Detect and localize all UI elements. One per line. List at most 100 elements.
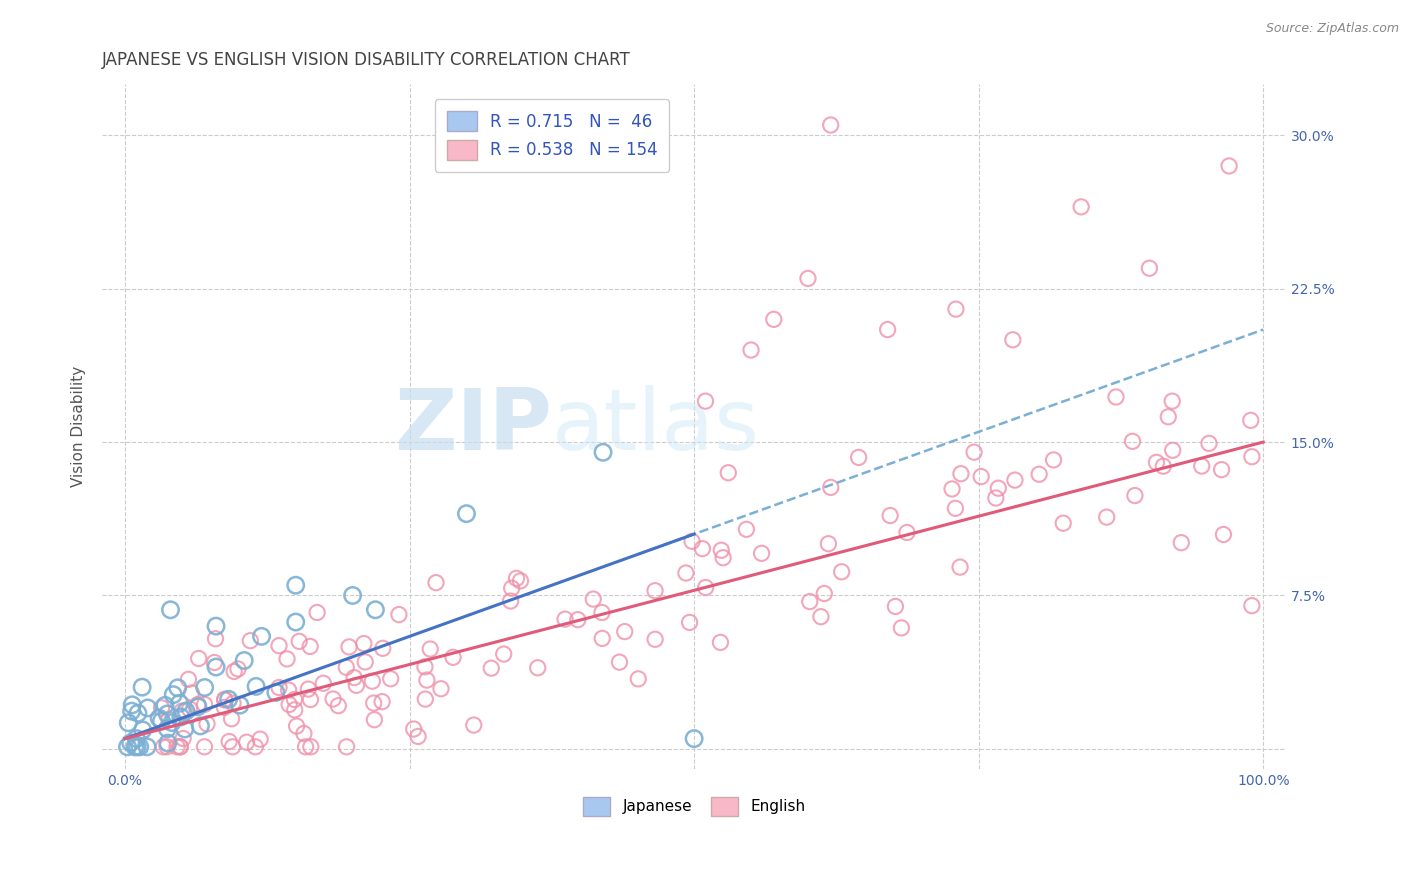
Point (250, 629, 273, 643)
Point (294, 739, 316, 754)
Point (567, 613, 589, 627)
Point (945, 302, 967, 317)
Point (717, 466, 740, 480)
Point (233, 653, 256, 667)
Point (945, 501, 967, 516)
Point (509, 574, 531, 588)
Point (307, 606, 329, 620)
Point (526, 661, 548, 675)
Point (1161, 394, 1184, 409)
Point (194, 698, 217, 712)
Legend: Japanese, English: Japanese, English (575, 789, 813, 823)
Point (681, 534, 703, 549)
Point (221, 739, 243, 754)
Point (970, 469, 993, 483)
Point (150, 701, 173, 715)
Point (627, 672, 650, 686)
Point (406, 730, 429, 744)
Point (127, 739, 149, 754)
Point (1070, 200, 1092, 214)
Point (128, 739, 150, 754)
Point (1191, 458, 1213, 473)
Point (371, 641, 394, 656)
Point (388, 607, 411, 622)
Point (204, 632, 226, 646)
Point (264, 685, 287, 699)
Text: atlas: atlas (553, 385, 761, 468)
Point (1212, 527, 1234, 541)
Point (218, 734, 240, 748)
Point (419, 642, 441, 657)
Point (876, 322, 898, 336)
Point (179, 702, 201, 716)
Point (277, 683, 299, 698)
Point (276, 652, 298, 666)
Point (363, 696, 385, 710)
Point (292, 726, 315, 740)
Point (1240, 599, 1263, 613)
Point (949, 467, 972, 481)
Point (169, 739, 191, 754)
Point (1042, 453, 1064, 467)
Point (267, 681, 290, 695)
Point (591, 606, 613, 620)
Point (1157, 409, 1180, 424)
Point (1095, 510, 1118, 524)
Point (740, 343, 762, 357)
Point (441, 650, 464, 665)
Point (1052, 516, 1074, 531)
Y-axis label: Vision Disability: Vision Disability (72, 366, 86, 487)
Point (169, 739, 191, 754)
Point (591, 632, 613, 646)
Point (797, 271, 820, 285)
Point (592, 445, 614, 459)
Point (896, 525, 918, 540)
Point (695, 581, 717, 595)
Point (221, 712, 243, 726)
Point (159, 603, 181, 617)
Point (120, 736, 142, 750)
Point (235, 735, 257, 749)
Point (299, 739, 322, 754)
Text: Source: ZipAtlas.com: Source: ZipAtlas.com (1265, 22, 1399, 36)
Point (848, 450, 870, 465)
Point (117, 739, 139, 754)
Point (229, 698, 252, 713)
Point (205, 660, 228, 674)
Point (187, 651, 209, 665)
Point (187, 698, 209, 712)
Point (131, 680, 153, 694)
Point (963, 445, 986, 459)
Point (299, 640, 322, 654)
Point (312, 676, 335, 690)
Point (222, 696, 245, 710)
Point (463, 718, 485, 732)
Point (1105, 390, 1128, 404)
Point (218, 692, 240, 706)
Point (214, 700, 236, 714)
Point (371, 695, 394, 709)
Point (820, 118, 842, 132)
Point (1218, 159, 1240, 173)
Point (609, 655, 631, 669)
Point (136, 739, 159, 754)
Point (284, 578, 307, 592)
Point (1004, 473, 1026, 487)
Point (127, 706, 149, 721)
Point (499, 594, 522, 608)
Point (505, 571, 527, 585)
Point (413, 660, 436, 674)
Point (336, 739, 359, 754)
Text: ZIP: ZIP (394, 385, 553, 468)
Point (342, 589, 364, 603)
Point (125, 731, 148, 746)
Point (226, 662, 249, 676)
Point (492, 647, 515, 661)
Point (1161, 443, 1184, 458)
Point (156, 722, 179, 736)
Point (1001, 333, 1024, 347)
Point (180, 686, 202, 700)
Point (710, 543, 733, 558)
Point (202, 656, 225, 670)
Point (297, 682, 319, 697)
